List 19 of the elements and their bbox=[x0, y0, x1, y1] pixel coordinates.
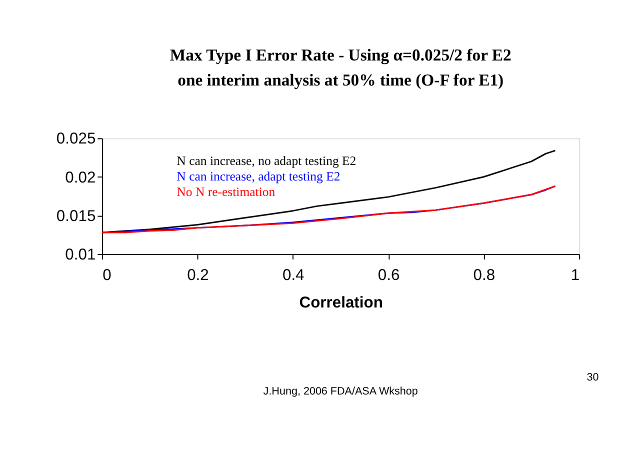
chart-title: Max Type I Error Rate - Using α=0.025/2 for E2 bbox=[170, 46, 512, 65]
x-tick-label: 0.2 bbox=[187, 267, 209, 284]
text: 30 bbox=[586, 372, 599, 384]
text: No N re-estimation bbox=[176, 185, 276, 200]
chart-subtitle: one interim analysis at 50% time (O-F for E1) bbox=[178, 70, 504, 90]
y-tick-label: 0.015 bbox=[56, 208, 96, 225]
y-tick-label: 0.01 bbox=[65, 246, 96, 264]
text: N can increase, no adapt testing E2 bbox=[176, 154, 356, 168]
x-tick-label: 0.4 bbox=[282, 267, 305, 284]
line-series bbox=[101, 185, 556, 234]
text: N can increase, adapt testing E2 bbox=[176, 169, 340, 184]
x-axis-title: Correlation bbox=[299, 294, 383, 312]
x-tick-label: 1 bbox=[570, 267, 580, 284]
y-tick-label: 0.02 bbox=[65, 169, 96, 186]
x-tick-label: 0 bbox=[102, 267, 112, 284]
y-tick-label: 0.025 bbox=[56, 130, 96, 148]
x-tick-label: 0.6 bbox=[378, 267, 400, 284]
x-tick-label: 0.8 bbox=[473, 267, 496, 284]
text: J.Hung, 2006 FDA/ASA Wkshop bbox=[263, 385, 418, 398]
